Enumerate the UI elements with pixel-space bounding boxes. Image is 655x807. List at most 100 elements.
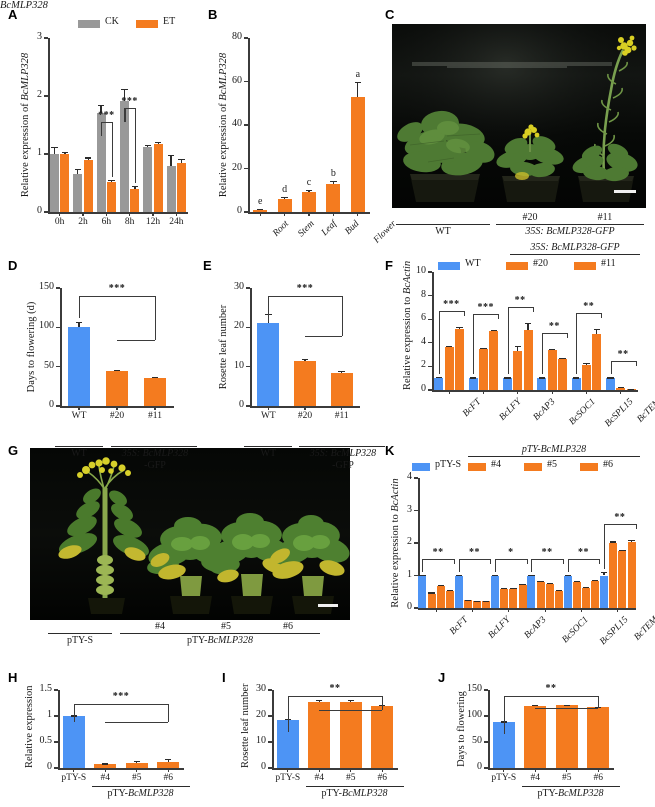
- axis-x-J: [488, 768, 614, 770]
- y-tick-label-K: 2: [407, 536, 412, 547]
- panel-g-plant-image: [30, 448, 350, 620]
- sig-bracket-left-K-3: [531, 558, 533, 572]
- error-cap-I-3-0: [379, 704, 386, 706]
- sig-bracket-ctrl-J: [503, 696, 505, 734]
- error-bar-F-4-2: [596, 328, 598, 334]
- y-tick-label-A: 3: [37, 31, 42, 42]
- bar-F-2-2: [523, 330, 533, 390]
- bar-J-0-0: [492, 722, 515, 768]
- x-tick-mark-K-3: [544, 608, 546, 612]
- bar-K-2-3: [518, 584, 527, 608]
- legend-label-F-1: #20: [533, 258, 548, 269]
- error-bar-A-5-0: [170, 155, 172, 166]
- sig-bracket-left-K-4: [567, 558, 569, 572]
- panel-j-group-underline: [521, 786, 620, 788]
- sig-label-K-1: **: [469, 546, 480, 558]
- error-cap-E-0-0: [265, 313, 272, 315]
- x-tick-label-A-3: 8h: [124, 217, 135, 227]
- sig-bracket-drop-E: [341, 296, 343, 336]
- y-tick-mark-E: [245, 366, 250, 368]
- sig-bracket-drop-I: [382, 696, 384, 710]
- error-cap-K-4-2: [582, 586, 590, 588]
- x-tick-mark-J-1: [534, 768, 536, 772]
- bar-F-4-2: [592, 333, 602, 390]
- y-axis-label-K: Relative expression to BcActin: [390, 478, 401, 608]
- bar-F-5-0: [606, 378, 616, 390]
- error-cap-F-2-0: [504, 377, 511, 379]
- sig-bracket-span-J: [503, 696, 599, 698]
- error-cap-F-4-2: [593, 328, 600, 331]
- sig-bracket-right-F-2: [532, 307, 534, 313]
- bar-B-4-0: [350, 96, 365, 212]
- x-tick-label-A-1: 2h: [78, 217, 88, 227]
- y-tick-mark-J: [483, 741, 488, 743]
- sig-bracket-top-K-0: [422, 558, 454, 560]
- error-cap-K-2-0: [491, 574, 499, 576]
- y-axis-gene: BcActin: [390, 478, 401, 512]
- panel-c-caption-20: #20: [522, 212, 538, 223]
- x-tick-mark-A-4: [152, 212, 154, 216]
- panel-g-photo: [30, 448, 350, 620]
- sig-bracket-top-F-0: [438, 310, 464, 312]
- sig-bracket-top-F-3: [541, 333, 567, 335]
- x-tick-mark-A-3: [129, 212, 131, 216]
- error-cap-K-4-0: [564, 574, 571, 577]
- sig-bracket-top-F-1: [473, 313, 499, 315]
- y-tick-mark-B: [243, 167, 248, 170]
- x-tick-mark-B-2: [308, 212, 310, 216]
- sig-bracket-group-E: [305, 336, 342, 338]
- bar-F-0-0: [434, 378, 444, 390]
- error-cap-A-2-0: [97, 105, 105, 107]
- error-cap-F-4-0: [573, 377, 580, 379]
- axis-y-F: [432, 272, 434, 390]
- error-cap-H-1-0: [102, 763, 109, 765]
- panel-h-group-gene: BcMLP328: [128, 788, 174, 799]
- x-tick-label-A-2: 6h: [101, 217, 112, 227]
- axis-x-I: [272, 768, 398, 770]
- y-tick-mark-F: [427, 365, 432, 367]
- bar-D-2-0: [144, 378, 166, 406]
- sig-bracket-top-A-2: [101, 122, 112, 124]
- bar-E-2-0: [330, 372, 353, 406]
- axis-y-D: [60, 288, 62, 406]
- bar-K-4-3: [591, 580, 600, 608]
- y-tick-label-H: 1: [47, 709, 52, 720]
- panel-g-group-header: pTY-BcMLP328: [186, 635, 254, 646]
- bar-F-3-0: [537, 378, 547, 390]
- error-cap-F-1-1: [480, 347, 487, 350]
- bar-F-4-1: [582, 364, 591, 390]
- x-tick-label-I-0: pTY-S: [275, 773, 301, 783]
- x-tick-label-I-3: #6: [377, 773, 388, 783]
- y-tick-mark-J: [483, 715, 488, 717]
- letter-B-4: a: [355, 68, 361, 80]
- x-tick-label-K-1: BcLFY: [486, 615, 512, 641]
- y-tick-label-A: 0: [37, 205, 42, 216]
- bar-I-3-0: [371, 706, 394, 768]
- sig-bracket-top-K-1: [458, 558, 491, 560]
- bar-A-3-0: [119, 101, 129, 212]
- y-tick-mark-K: [413, 477, 418, 479]
- y-tick-mark-F: [427, 271, 432, 273]
- panel-c-wt-underline: [396, 224, 490, 226]
- x-tick-mark-K-2: [508, 608, 510, 612]
- error-bar-F-2-2: [527, 323, 529, 331]
- sig-bracket-right-K-3: [562, 558, 565, 564]
- error-cap-K-3-1: [537, 581, 544, 583]
- legend-label-A-1: ET: [163, 16, 176, 27]
- error-cap-K-4-1: [573, 580, 581, 582]
- x-tick-label-I-2: #5: [346, 773, 356, 783]
- error-cap-H-0-0: [70, 715, 77, 717]
- sig-bracket-span-D: [79, 296, 155, 298]
- axis-x-A: [48, 212, 188, 214]
- bar-J-1-0: [524, 705, 547, 768]
- y-tick-mark-I: [267, 767, 272, 769]
- x-tick-label-J-1: #4: [530, 773, 541, 783]
- x-tick-label-B-0: Root: [271, 219, 292, 239]
- error-bar-K-5-0: [603, 571, 605, 576]
- x-tick-label-D-0: WT: [71, 411, 87, 421]
- y-tick-label-K: 0: [407, 601, 412, 612]
- sig-bracket-left-K-1: [458, 558, 460, 572]
- x-tick-label-F-0: BcFT: [461, 397, 484, 419]
- panel-c-transgenic-underline: [496, 224, 644, 226]
- panel-g-group-underline: [120, 633, 320, 635]
